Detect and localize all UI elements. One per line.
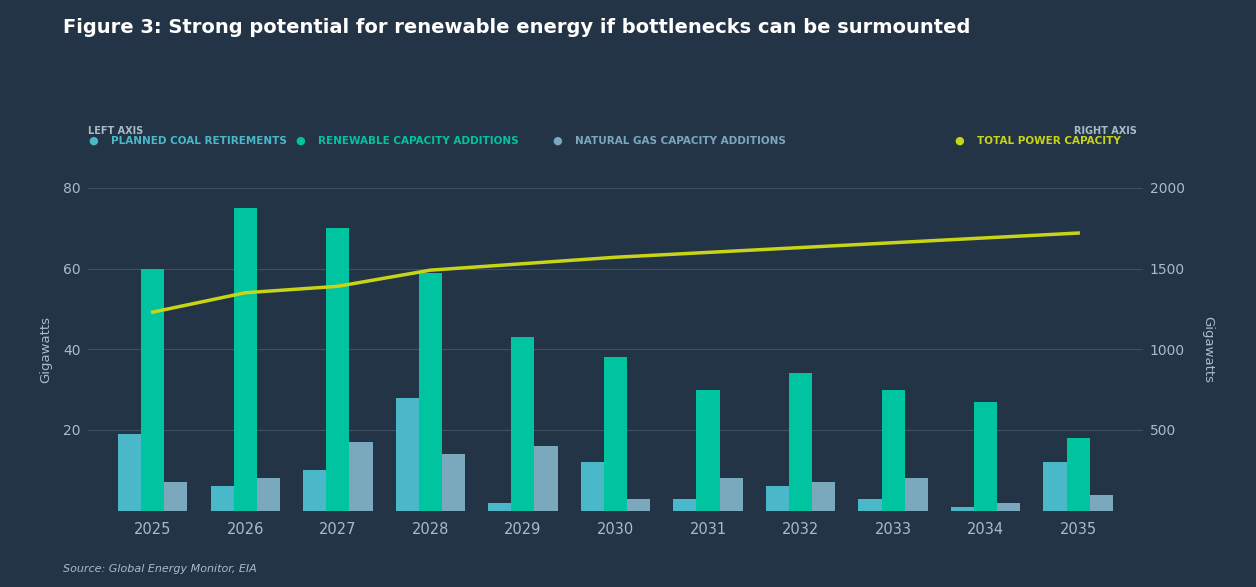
- Text: ●: ●: [553, 136, 563, 146]
- Bar: [766, 487, 789, 511]
- Text: RENEWABLE CAPACITY ADDITIONS: RENEWABLE CAPACITY ADDITIONS: [318, 136, 519, 146]
- Bar: [673, 498, 696, 511]
- Bar: [858, 498, 882, 511]
- Bar: [327, 228, 349, 511]
- Bar: [1090, 494, 1113, 511]
- Bar: [211, 487, 234, 511]
- Text: PLANNED COAL RETIREMENTS: PLANNED COAL RETIREMENTS: [111, 136, 286, 146]
- Bar: [511, 337, 535, 511]
- Bar: [882, 390, 904, 511]
- Y-axis label: Gigawatts: Gigawatts: [1202, 316, 1215, 383]
- Text: ●: ●: [295, 136, 305, 146]
- Bar: [720, 478, 742, 511]
- Bar: [234, 208, 256, 511]
- Bar: [904, 478, 928, 511]
- Y-axis label: Gigawatts: Gigawatts: [39, 316, 53, 383]
- Bar: [396, 398, 418, 511]
- Bar: [303, 470, 327, 511]
- Bar: [489, 502, 511, 511]
- Text: NATURAL GAS CAPACITY ADDITIONS: NATURAL GAS CAPACITY ADDITIONS: [575, 136, 786, 146]
- Bar: [1066, 438, 1090, 511]
- Bar: [349, 442, 373, 511]
- Bar: [418, 272, 442, 511]
- Bar: [580, 463, 604, 511]
- Bar: [604, 357, 627, 511]
- Bar: [256, 478, 280, 511]
- Bar: [696, 390, 720, 511]
- Bar: [442, 454, 465, 511]
- Bar: [997, 502, 1020, 511]
- Bar: [1044, 463, 1066, 511]
- Bar: [951, 507, 975, 511]
- Text: LEFT AXIS: LEFT AXIS: [88, 126, 143, 136]
- Bar: [813, 483, 835, 511]
- Bar: [118, 434, 141, 511]
- Text: Figure 3: Strong potential for renewable energy if bottlenecks can be surmounted: Figure 3: Strong potential for renewable…: [63, 18, 970, 36]
- Bar: [975, 402, 997, 511]
- Text: RIGHT AXIS: RIGHT AXIS: [1074, 126, 1137, 136]
- Bar: [535, 446, 558, 511]
- Text: TOTAL POWER CAPACITY: TOTAL POWER CAPACITY: [977, 136, 1120, 146]
- Text: ●: ●: [955, 136, 965, 146]
- Text: Source: Global Energy Monitor, EIA: Source: Global Energy Monitor, EIA: [63, 564, 256, 573]
- Bar: [165, 483, 187, 511]
- Bar: [789, 373, 813, 511]
- Bar: [141, 269, 165, 511]
- Bar: [627, 498, 651, 511]
- Text: ●: ●: [88, 136, 98, 146]
